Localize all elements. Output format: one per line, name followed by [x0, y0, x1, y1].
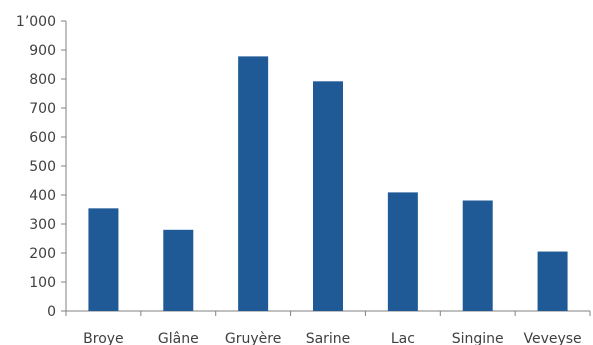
x-tick-label: Sarine — [306, 331, 351, 345]
bar-singine — [462, 200, 493, 311]
y-tick-label: 600 — [29, 130, 56, 146]
y-tick-label: 1’000 — [16, 14, 56, 30]
y-tick-label: 900 — [29, 43, 56, 59]
y-tick-label: 0 — [47, 304, 56, 320]
x-tick-label: Gruyère — [225, 331, 281, 345]
x-tick-label: Singine — [452, 331, 504, 345]
bar-lac — [387, 192, 418, 311]
y-tick-label: 800 — [29, 72, 56, 88]
bar-gruyère — [238, 56, 269, 311]
x-tick-label: Broye — [83, 331, 124, 345]
y-tick-label: 300 — [29, 217, 56, 233]
y-tick-label: 400 — [29, 188, 56, 204]
x-axis: Broye Glâne Gruyère Sarine Lac Singine Veveyse — [65, 310, 591, 345]
bar-veveyse — [537, 251, 568, 311]
y-tick-label: 700 — [29, 101, 56, 117]
y-tick-label: 200 — [29, 246, 56, 262]
x-tick-label: Glâne — [158, 331, 199, 345]
x-tick-label: Veveyse — [523, 331, 581, 345]
bar-sarine — [313, 81, 343, 311]
x-tick-label: Lac — [391, 331, 415, 345]
y-axis: 0 100 200 300 400 500 600 700 800 900 1’000 — [16, 14, 67, 320]
y-tick-label: 100 — [29, 275, 56, 291]
bar-glâne — [163, 229, 194, 311]
bar-broye — [88, 208, 119, 311]
bar-series — [88, 56, 568, 311]
y-tick-label: 500 — [29, 159, 56, 175]
